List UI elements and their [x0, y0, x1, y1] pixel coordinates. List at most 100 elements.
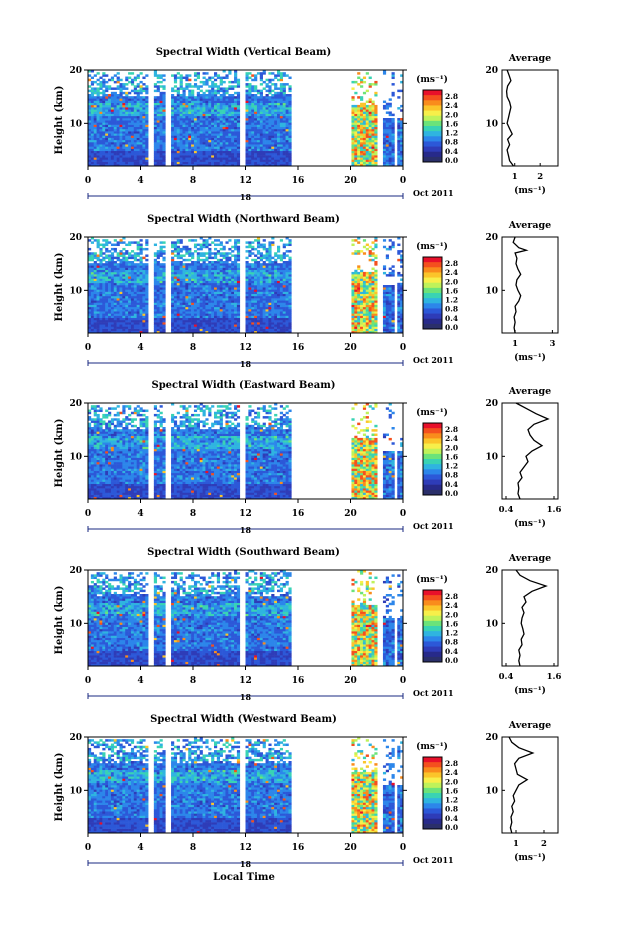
heatmap-cell: [211, 324, 215, 327]
heatmap-cell: [236, 289, 241, 292]
heatmap-cell: [136, 118, 140, 121]
heatmap-cell: [245, 135, 249, 138]
heatmap-cell: [208, 109, 212, 112]
heatmap-cell: [208, 157, 212, 160]
heatmap-cell: [110, 94, 115, 97]
heatmap-cell: [288, 111, 292, 114]
heatmap-cell: [254, 159, 258, 162]
heatmap-cell: [88, 146, 92, 149]
heatmap-cell: [136, 287, 140, 290]
heatmap-cell: [354, 131, 358, 134]
heatmap-cell: [116, 256, 120, 260]
heatmap-cell: [214, 111, 218, 114]
heatmap-cell: [93, 152, 97, 156]
heatmap-cell: [365, 161, 369, 165]
heatmap-cell: [231, 269, 235, 273]
heatmap-cell: [248, 102, 252, 106]
heatmap-cell: [176, 113, 180, 117]
heatmap-cell: [142, 122, 146, 125]
heatmap-cell: [193, 157, 198, 160]
heatmap-cell: [211, 155, 215, 158]
heatmap-cell: [254, 150, 258, 154]
heatmap-cell: [185, 250, 189, 253]
heatmap-cell: [265, 94, 269, 97]
heatmap-cell: [136, 102, 140, 106]
heatmap-cell: [105, 328, 109, 332]
heatmap-cell: [254, 107, 258, 110]
heatmap-cell: [268, 148, 272, 152]
heatmap-cell: [234, 295, 238, 299]
heatmap-cell: [193, 239, 198, 242]
heatmap-cell: [122, 267, 126, 271]
heatmap-cell: [96, 326, 100, 329]
heatmap-cell: [265, 120, 269, 123]
heatmap-cell: [176, 256, 180, 260]
heatmap-cell: [162, 241, 166, 244]
heatmap-cell: [90, 302, 95, 305]
heatmap-cell: [219, 146, 223, 149]
heatmap-cell: [374, 146, 378, 149]
heatmap-cell: [360, 111, 364, 114]
heatmap-cell: [110, 157, 115, 160]
heatmap-cell: [245, 265, 249, 268]
heatmap-cell: [96, 287, 100, 290]
heatmap-cell: [162, 319, 166, 323]
heatmap-cell: [222, 291, 226, 295]
heatmap-cell: [362, 157, 367, 160]
heatmap-cell: [245, 309, 249, 312]
heatmap-cell: [156, 306, 160, 310]
heatmap-cell: [105, 302, 109, 305]
heatmap-cell: [105, 100, 109, 104]
heatmap-cell: [196, 254, 200, 257]
heatmap-cell: [251, 142, 255, 145]
heatmap-cell: [96, 150, 100, 154]
heatmap-cell: [211, 274, 215, 277]
heatmap-cell: [90, 293, 95, 297]
heatmap-cell: [374, 135, 378, 138]
heatmap-cell: [93, 133, 97, 136]
heatmap-cell: [374, 142, 378, 145]
heatmap-cell: [208, 278, 212, 281]
heatmap-cell: [245, 261, 249, 264]
heatmap-cell: [234, 258, 238, 262]
heatmap-cell: [159, 276, 163, 279]
heatmap-cell: [234, 124, 238, 128]
heatmap-cell: [108, 146, 112, 149]
heatmap-cell: [162, 120, 166, 123]
heatmap-cell: [159, 289, 163, 292]
heatmap-cell: [248, 265, 252, 268]
heatmap-cell: [205, 109, 209, 112]
heatmap-cell: [231, 161, 235, 165]
heatmap-cell: [130, 159, 135, 162]
heatmap-cell: [205, 252, 209, 255]
heatmap-cell: [110, 135, 115, 138]
heatmap-cell: [182, 102, 186, 106]
heatmap-cell: [357, 109, 361, 112]
heatmap-cell: [176, 87, 180, 90]
heatmap-cell: [125, 280, 129, 284]
heatmap-cell: [171, 152, 175, 156]
heatmap-cell: [173, 274, 178, 277]
heatmap-cell: [265, 152, 269, 156]
heatmap-cell: [371, 144, 375, 147]
heatmap-cell: [256, 135, 261, 138]
heatmap-cell: [279, 94, 284, 97]
colorbar-swatch: [423, 126, 442, 132]
heatmap-cell: [185, 330, 189, 334]
heatmap-cell: [236, 118, 241, 121]
heatmap-cell: [254, 126, 258, 130]
heatmap-cell: [374, 113, 378, 117]
heatmap-cell: [136, 289, 140, 292]
heatmap-cell: [214, 142, 218, 145]
heatmap-cell: [122, 104, 126, 108]
heatmap-cell: [88, 126, 92, 130]
heatmap-cell: [234, 98, 238, 101]
colorbar-unit: (ms⁻¹): [416, 74, 448, 85]
heatmap-cell: [162, 137, 166, 141]
heatmap-cell: [162, 133, 166, 136]
heatmap-cell: [228, 146, 232, 149]
heatmap-cell: [108, 291, 112, 295]
heatmap-cell: [193, 137, 198, 141]
heatmap-cell: [108, 250, 112, 253]
heatmap-cell: [136, 152, 140, 156]
